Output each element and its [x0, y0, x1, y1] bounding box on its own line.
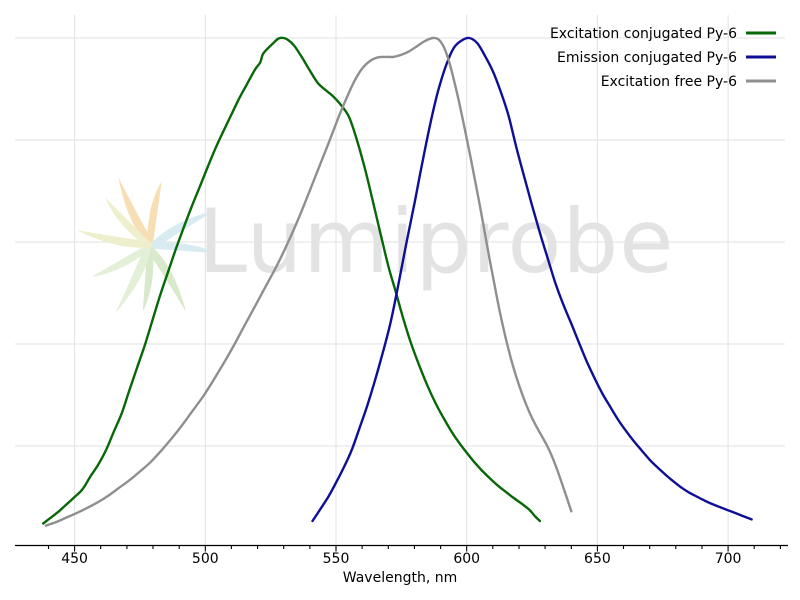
lumiprobe-logo-icon: [76, 177, 217, 313]
watermark: Lumiprobe: [76, 177, 674, 313]
x-axis-title: Wavelength, nm: [343, 570, 457, 586]
curve-emission-conjugated-py-6: [311, 36, 753, 523]
spectra-curves: [42, 36, 753, 527]
curve-excitation-free-py-6: [44, 36, 573, 527]
x-tick-label: 600: [453, 551, 480, 567]
watermark-text: Lumiprobe: [198, 190, 674, 293]
logo-arm-icon: [91, 243, 152, 313]
legend-label-excitation-free: Excitation free Py-6: [601, 74, 737, 90]
x-tick-label: 650: [584, 551, 611, 567]
x-tick-label: 700: [715, 551, 742, 567]
logo-arm-icon: [76, 197, 153, 248]
logo-arm-icon: [118, 177, 162, 248]
legend: Excitation conjugated Py-6 Emission conj…: [550, 26, 776, 90]
curve-excitation-conjugated-py-6: [42, 36, 542, 525]
legend-label-emission-conjugated: Emission conjugated Py-6: [557, 50, 737, 66]
x-tick-label: 450: [61, 551, 88, 567]
x-tick-label: 500: [192, 551, 219, 567]
legend-label-excitation-conjugated: Excitation conjugated Py-6: [550, 26, 737, 42]
x-axis: 450 500 550 600 650 700: [15, 544, 788, 567]
logo-arm-icon: [148, 209, 217, 254]
x-tick-label: 550: [323, 551, 350, 567]
